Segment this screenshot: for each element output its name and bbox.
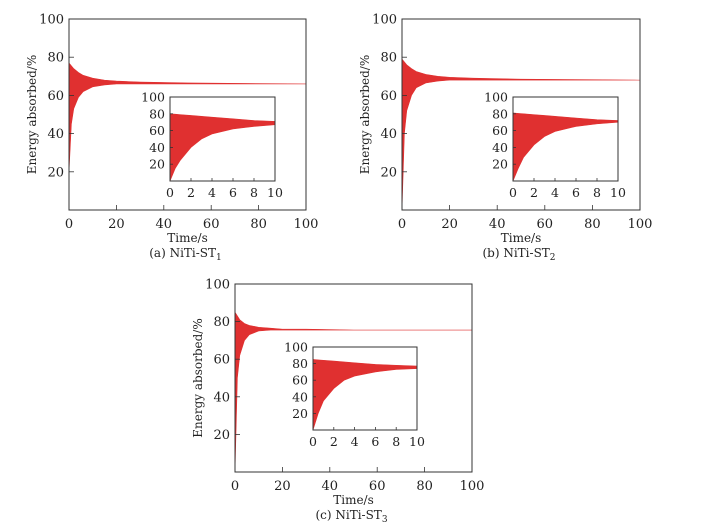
caption-subscript: 1 bbox=[216, 253, 222, 263]
inset-x-tick-label: 2 bbox=[330, 434, 338, 449]
y-tick-label: 100 bbox=[39, 13, 64, 28]
x-tick-label: 0 bbox=[65, 217, 73, 232]
y-tick-label: 60 bbox=[213, 353, 230, 368]
caption-subscript: 3 bbox=[382, 515, 388, 525]
x-tick-label: 40 bbox=[489, 217, 506, 232]
inset-plot-frame bbox=[512, 96, 619, 182]
inset-y-tick-label: 100 bbox=[141, 90, 165, 105]
plot-frame bbox=[401, 18, 641, 211]
y-tick-label: 100 bbox=[205, 278, 230, 293]
inset-x-tick-label: 8 bbox=[593, 185, 601, 200]
caption-text: (b) NiTi-ST bbox=[482, 246, 549, 260]
plot-frame bbox=[68, 18, 307, 211]
inset-x-tick-label: 4 bbox=[351, 434, 359, 449]
x-tick-label: 100 bbox=[460, 479, 485, 494]
x-tick-label: 100 bbox=[294, 217, 319, 232]
x-tick-label: 80 bbox=[250, 217, 267, 232]
inset-x-tick-label: 6 bbox=[229, 185, 237, 200]
inset-y-tick-label: 20 bbox=[292, 406, 308, 421]
inset-x-tick-label: 8 bbox=[392, 434, 400, 449]
inset-x-tick-label: 10 bbox=[610, 185, 626, 200]
y-axis-label: Energy absorbed/% bbox=[358, 55, 372, 174]
y-tick-label: 80 bbox=[380, 51, 397, 66]
x-tick-label: 60 bbox=[369, 479, 386, 494]
x-axis-label: Time/s bbox=[501, 231, 542, 245]
inset-y-tick-label: 40 bbox=[492, 140, 508, 155]
inset-plot-frame bbox=[312, 346, 418, 431]
energy-band-series bbox=[401, 58, 641, 211]
energy-band-series bbox=[68, 62, 307, 172]
inset-x-tick-label: 6 bbox=[572, 185, 580, 200]
plot-frame bbox=[234, 283, 473, 473]
inset-x-tick-label: 4 bbox=[551, 185, 559, 200]
x-tick-label: 40 bbox=[156, 217, 173, 232]
y-tick-label: 20 bbox=[213, 428, 230, 443]
x-tick-label: 20 bbox=[274, 479, 291, 494]
inset-y-tick-label: 40 bbox=[292, 389, 308, 404]
inset-x-tick-label: 6 bbox=[371, 434, 379, 449]
inset-y-tick-label: 100 bbox=[284, 340, 308, 355]
inset-y-tick-label: 80 bbox=[149, 106, 165, 121]
x-tick-label: 0 bbox=[231, 479, 239, 494]
y-axis-label: Energy absorbed/% bbox=[191, 318, 205, 437]
inset-x-tick-label: 8 bbox=[250, 185, 258, 200]
panel-caption: (b) NiTi-ST2 bbox=[482, 246, 555, 263]
inset-x-tick-label: 0 bbox=[509, 185, 517, 200]
inset-x-tick-label: 4 bbox=[208, 185, 216, 200]
inset-y-tick-label: 80 bbox=[492, 106, 508, 121]
inset-x-tick-label: 10 bbox=[267, 185, 283, 200]
x-tick-label: 100 bbox=[628, 217, 653, 232]
inset-y-tick-label: 20 bbox=[492, 157, 508, 172]
y-tick-label: 80 bbox=[47, 51, 64, 66]
caption-text: (a) NiTi-ST bbox=[149, 246, 216, 260]
inset-y-tick-label: 100 bbox=[484, 90, 508, 105]
inset-x-tick-label: 10 bbox=[409, 434, 425, 449]
inset-x-tick-label: 0 bbox=[166, 185, 174, 200]
y-tick-label: 20 bbox=[380, 165, 397, 180]
caption-text: (c) NiTi-ST bbox=[315, 508, 381, 522]
inset-y-tick-label: 40 bbox=[149, 140, 165, 155]
x-tick-label: 40 bbox=[322, 479, 339, 494]
x-tick-label: 20 bbox=[441, 217, 458, 232]
inset-y-tick-label: 60 bbox=[492, 123, 508, 138]
inset-y-tick-label: 20 bbox=[149, 157, 165, 172]
panel-caption: (c) NiTi-ST3 bbox=[315, 508, 387, 525]
x-axis-label: Time/s bbox=[167, 231, 208, 245]
y-tick-label: 40 bbox=[47, 127, 64, 142]
y-tick-label: 60 bbox=[47, 89, 64, 104]
x-tick-label: 60 bbox=[203, 217, 220, 232]
inset-y-tick-label: 60 bbox=[149, 123, 165, 138]
panel-caption: (a) NiTi-ST1 bbox=[149, 246, 222, 263]
inset-x-tick-label: 2 bbox=[530, 185, 538, 200]
inset-y-tick-label: 60 bbox=[292, 373, 308, 388]
inset-y-tick-label: 80 bbox=[292, 356, 308, 371]
inset-plot-frame bbox=[169, 96, 276, 182]
inset-x-tick-label: 2 bbox=[187, 185, 195, 200]
y-tick-label: 40 bbox=[213, 390, 230, 405]
x-tick-label: 80 bbox=[584, 217, 601, 232]
x-axis-label: Time/s bbox=[333, 493, 374, 507]
caption-subscript: 2 bbox=[550, 253, 556, 263]
inset-x-tick-label: 0 bbox=[309, 434, 317, 449]
y-tick-label: 20 bbox=[47, 165, 64, 180]
y-tick-label: 60 bbox=[380, 89, 397, 104]
y-tick-label: 40 bbox=[380, 127, 397, 142]
x-tick-label: 80 bbox=[416, 479, 433, 494]
y-axis-label: Energy absorbed/% bbox=[25, 55, 39, 174]
x-tick-label: 20 bbox=[108, 217, 125, 232]
x-tick-label: 60 bbox=[537, 217, 554, 232]
y-tick-label: 80 bbox=[213, 315, 230, 330]
energy-band-series bbox=[234, 311, 472, 473]
x-tick-label: 0 bbox=[398, 217, 406, 232]
y-tick-label: 100 bbox=[372, 13, 397, 28]
